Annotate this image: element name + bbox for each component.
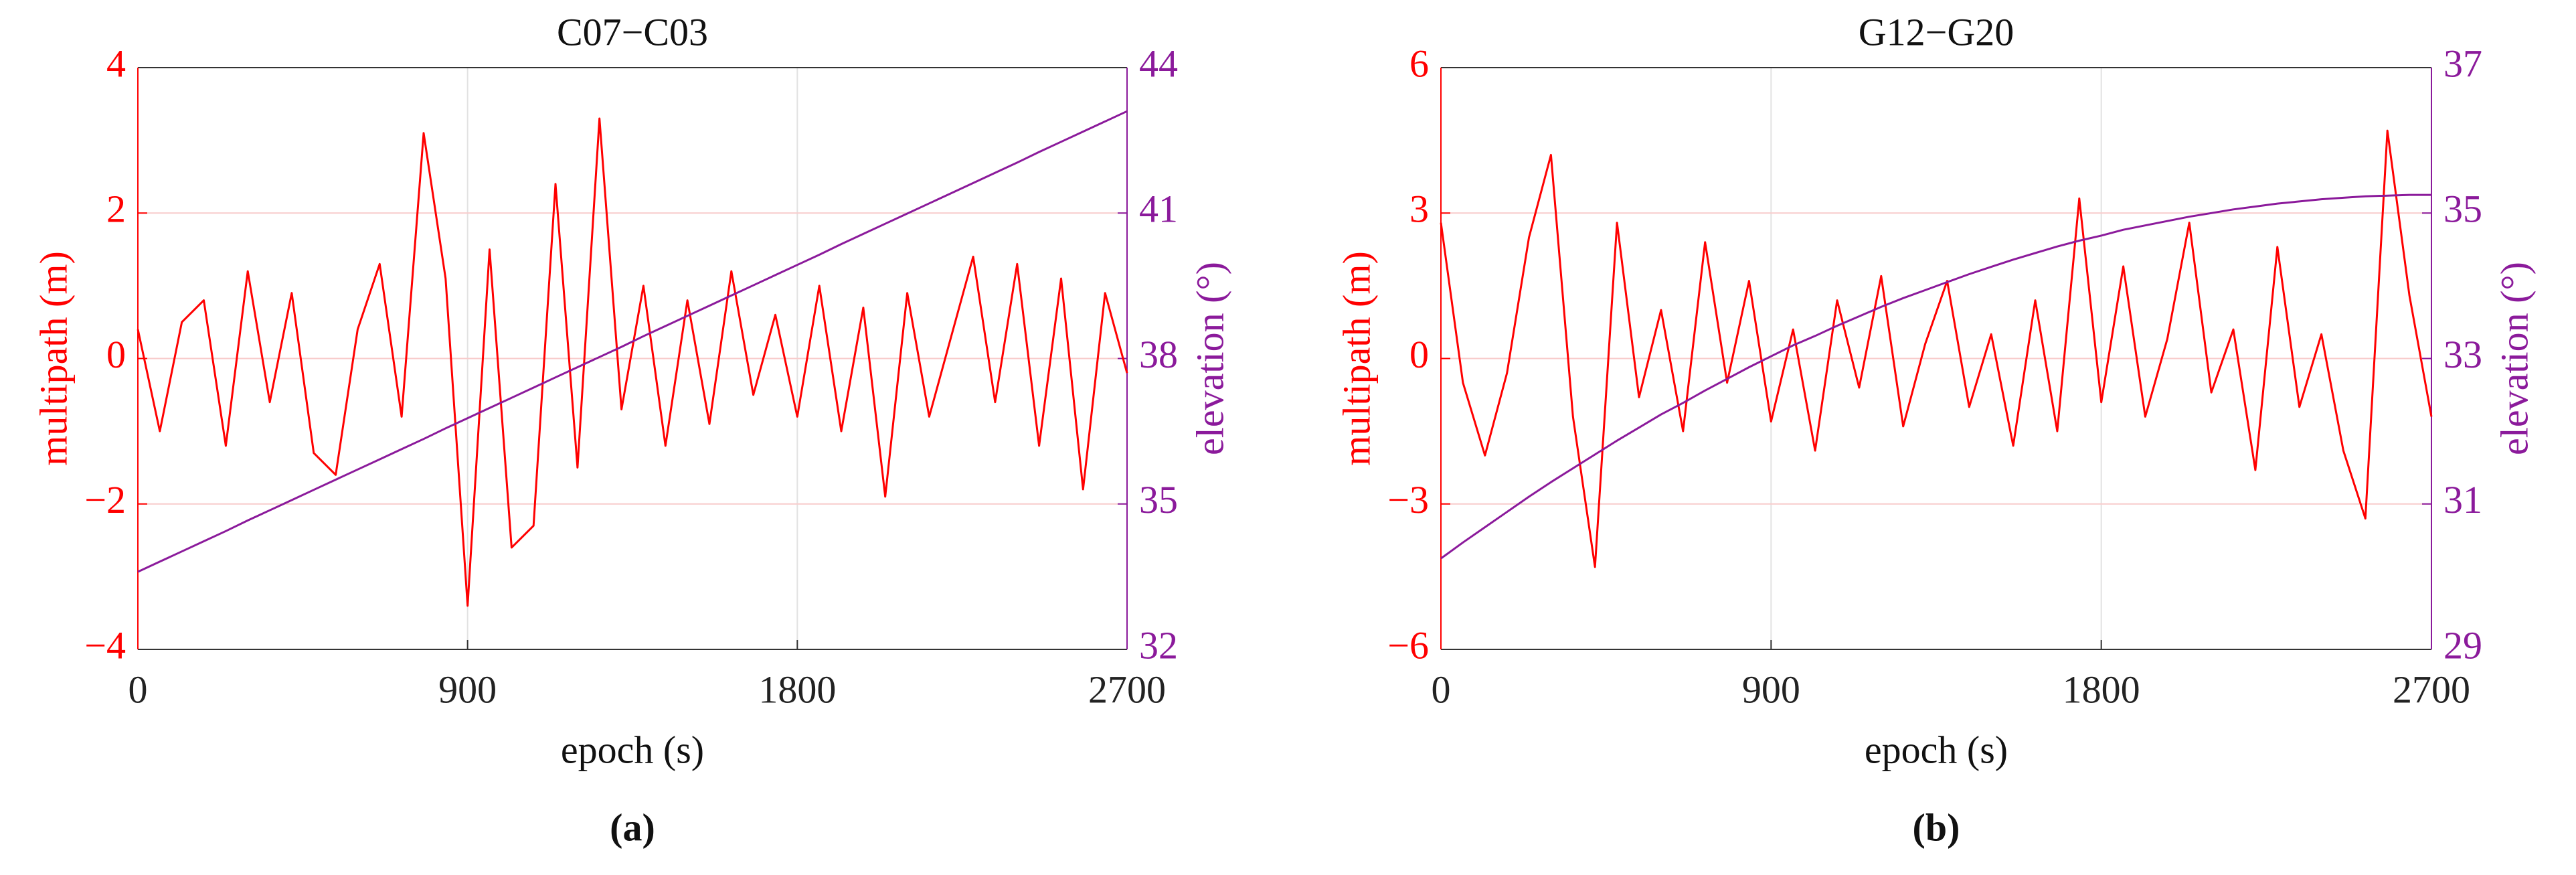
y2-tick-label: 33	[2443, 333, 2482, 376]
x-tick-label: 900	[438, 667, 497, 711]
x-axis-label: epoch (s)	[1865, 728, 2008, 771]
y-tick-label: −2	[84, 478, 126, 522]
y2-tick-label: 44	[1139, 42, 1178, 85]
x-tick-label: 1800	[758, 667, 836, 711]
y2-tick-label: 35	[1139, 478, 1178, 522]
y-axis-label: multipath (m)	[31, 251, 75, 466]
y-tick-label: 0	[106, 333, 126, 376]
chart-title: G12−G20	[1859, 10, 2014, 54]
y-tick-label: 4	[106, 42, 126, 85]
elevation-line	[1440, 193, 2431, 560]
subplot-caption: (a)	[610, 805, 655, 849]
y2-tick-label: 32	[1139, 623, 1178, 667]
x-tick-label: 0	[1432, 667, 1451, 711]
y-tick-label: −4	[84, 623, 126, 667]
y-tick-label: 6	[1409, 42, 1429, 85]
y2-tick-label: 31	[2443, 478, 2482, 522]
y2-tick-label: 41	[1139, 187, 1178, 231]
y2-tick-label: 38	[1139, 333, 1178, 376]
multipath-line	[137, 117, 1128, 607]
x-tick-label: 0	[128, 667, 148, 711]
y2-tick-label: 37	[2443, 42, 2482, 85]
x-tick-label: 1800	[2063, 667, 2140, 711]
chart-title: C07−C03	[557, 10, 708, 54]
y-tick-label: −3	[1387, 478, 1429, 522]
y-tick-label: 0	[1409, 333, 1429, 376]
y2-axis-label: elevation (°)	[2492, 262, 2536, 455]
y-tick-label: 3	[1409, 187, 1429, 231]
elevation-line	[137, 110, 1128, 573]
x-tick-label: 2700	[1088, 667, 1166, 711]
subplot-caption: (b)	[1913, 805, 1960, 849]
y2-tick-label: 29	[2443, 623, 2482, 667]
x-axis-label: epoch (s)	[561, 728, 704, 771]
y-axis-label: multipath (m)	[1335, 251, 1378, 466]
y-tick-label: 2	[106, 187, 126, 231]
x-tick-label: 900	[1742, 667, 1800, 711]
y2-axis-label: elevation (°)	[1188, 262, 1231, 455]
y2-tick-label: 35	[2443, 187, 2482, 231]
x-tick-label: 2700	[2393, 667, 2470, 711]
y-tick-label: −6	[1387, 623, 1429, 667]
multipath-line	[1440, 129, 2433, 568]
